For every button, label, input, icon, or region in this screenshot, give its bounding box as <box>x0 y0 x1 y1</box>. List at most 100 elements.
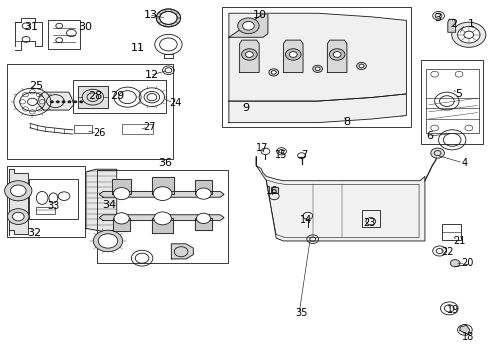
Text: 31: 31 <box>24 22 38 32</box>
Circle shape <box>241 49 257 60</box>
Text: 35: 35 <box>294 309 306 318</box>
Polygon shape <box>228 14 267 37</box>
Text: 32: 32 <box>27 228 41 238</box>
Circle shape <box>50 100 54 103</box>
Bar <box>361 210 379 227</box>
Circle shape <box>98 234 118 248</box>
Polygon shape <box>447 19 455 32</box>
Text: 8: 8 <box>343 117 350 127</box>
Text: 11: 11 <box>131 43 145 53</box>
Text: 15: 15 <box>274 150 286 160</box>
Circle shape <box>332 51 340 57</box>
Circle shape <box>268 69 278 76</box>
Text: 13: 13 <box>143 10 158 20</box>
Text: 19: 19 <box>446 305 458 315</box>
Circle shape <box>4 181 32 201</box>
Bar <box>36 207 55 215</box>
Polygon shape <box>99 192 224 197</box>
Bar <box>6 166 84 237</box>
Text: 33: 33 <box>47 201 60 211</box>
Polygon shape <box>113 219 130 231</box>
Circle shape <box>196 188 211 199</box>
Text: 30: 30 <box>79 22 92 32</box>
Text: 23: 23 <box>363 218 375 228</box>
Text: 26: 26 <box>93 129 105 138</box>
Polygon shape <box>327 40 346 72</box>
Polygon shape <box>152 219 172 233</box>
Text: 21: 21 <box>452 236 464 246</box>
Bar <box>222 7 410 127</box>
Text: 17: 17 <box>255 143 268 153</box>
Polygon shape <box>78 86 108 108</box>
Circle shape <box>7 209 29 225</box>
Text: 1: 1 <box>468 19 474 29</box>
Circle shape <box>289 51 297 57</box>
Bar <box>122 124 153 134</box>
Circle shape <box>356 62 366 69</box>
Text: 6: 6 <box>425 131 432 141</box>
Circle shape <box>285 49 301 60</box>
Text: 5: 5 <box>455 89 462 99</box>
Circle shape <box>156 9 180 27</box>
Text: 3: 3 <box>433 13 440 23</box>
Circle shape <box>93 230 122 252</box>
Polygon shape <box>194 180 212 194</box>
Text: 25: 25 <box>29 81 43 91</box>
Circle shape <box>430 148 444 158</box>
Bar <box>271 187 277 193</box>
Text: 28: 28 <box>87 91 102 101</box>
Polygon shape <box>99 215 224 221</box>
Polygon shape <box>283 40 303 72</box>
Text: 27: 27 <box>143 122 156 132</box>
Text: 24: 24 <box>169 98 181 108</box>
Circle shape <box>61 100 65 103</box>
Circle shape <box>154 212 171 225</box>
Bar <box>78 86 108 108</box>
Bar <box>97 170 227 263</box>
Polygon shape <box>195 219 211 230</box>
Polygon shape <box>239 40 259 72</box>
Circle shape <box>159 12 177 24</box>
Text: 29: 29 <box>110 91 124 101</box>
Polygon shape <box>228 13 406 101</box>
Bar <box>425 69 478 134</box>
Text: 20: 20 <box>461 258 473 268</box>
Text: 22: 22 <box>440 247 453 257</box>
Circle shape <box>79 100 83 103</box>
Text: 7: 7 <box>300 150 306 160</box>
Circle shape <box>358 64 363 68</box>
Polygon shape <box>112 179 131 194</box>
Bar <box>73 80 165 113</box>
Text: 9: 9 <box>242 103 248 113</box>
Bar <box>420 60 483 144</box>
Text: 36: 36 <box>158 158 172 168</box>
Polygon shape <box>459 325 469 334</box>
Bar <box>29 179 78 219</box>
Circle shape <box>242 22 254 30</box>
Bar <box>48 21 80 49</box>
Circle shape <box>449 260 459 267</box>
Circle shape <box>237 18 259 34</box>
Polygon shape <box>271 187 277 193</box>
Circle shape <box>56 100 60 103</box>
Polygon shape <box>171 244 193 259</box>
Polygon shape <box>151 177 173 194</box>
Circle shape <box>315 67 320 71</box>
Circle shape <box>271 71 276 74</box>
Circle shape <box>196 213 210 224</box>
Circle shape <box>114 213 129 224</box>
Circle shape <box>113 188 129 200</box>
Text: 34: 34 <box>102 200 116 210</box>
Text: 16: 16 <box>265 186 278 197</box>
Polygon shape <box>228 94 406 123</box>
Text: 18: 18 <box>461 332 473 342</box>
Circle shape <box>10 185 26 197</box>
Text: 12: 12 <box>144 70 159 80</box>
Polygon shape <box>86 169 117 232</box>
Polygon shape <box>256 157 424 241</box>
Circle shape <box>73 100 77 103</box>
Circle shape <box>451 22 485 47</box>
Bar <box>442 224 460 240</box>
Bar <box>6 64 173 159</box>
Polygon shape <box>9 169 27 234</box>
